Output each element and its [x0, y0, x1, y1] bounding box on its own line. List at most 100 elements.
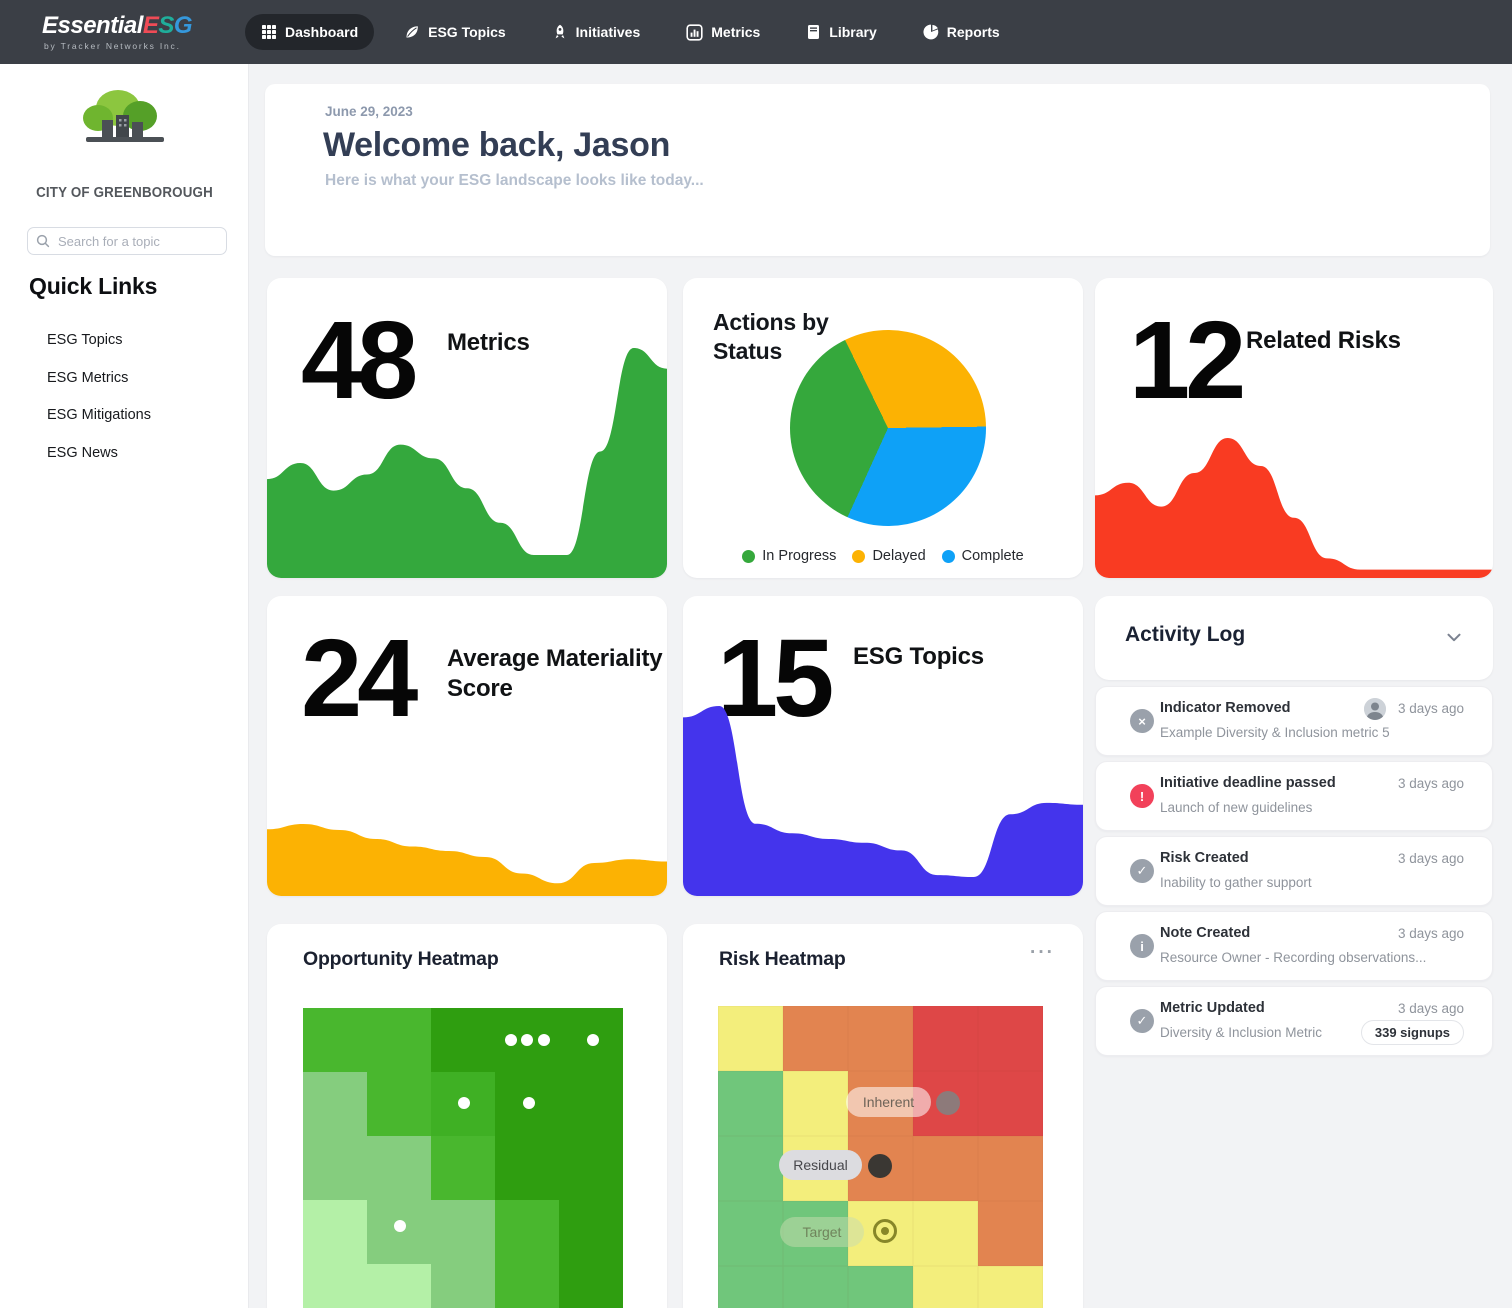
opportunity-heatmap-card: Opportunity Heatmap [267, 924, 667, 1308]
welcome-card: June 29, 2023 Welcome back, Jason Here i… [265, 84, 1490, 256]
marker-dot-residual [868, 1154, 892, 1178]
related-risks-stat-card: 12 Related Risks [1095, 278, 1493, 578]
heatmap-cell [848, 1006, 913, 1071]
nav-item-label: Initiatives [575, 24, 641, 40]
risk-heatmap-card: Risk Heatmap ··· Inherent Residual Target [683, 924, 1083, 1308]
heatmap-cell [367, 1200, 431, 1264]
heatmap-cell [431, 1264, 495, 1308]
ellipsis-menu-icon[interactable]: ··· [1030, 942, 1055, 963]
heatmap-cell [559, 1200, 623, 1264]
heatmap-cell [913, 1006, 978, 1071]
esg-topics-count: 15 [717, 617, 834, 740]
city-logo-trees-icon [82, 90, 164, 142]
leaf-icon [404, 24, 420, 40]
activity-entry-risk-created[interactable]: ✓ Risk Created Inability to gather support… [1095, 836, 1493, 906]
heatmap-marker-inherent[interactable]: Inherent [846, 1087, 931, 1117]
opportunity-heatmap-grid [303, 1008, 623, 1308]
heatmap-cell [303, 1264, 367, 1308]
heatmap-dot [394, 1220, 406, 1232]
activity-log-title: Activity Log [1125, 623, 1246, 646]
activity-entry-metric-updated[interactable]: ✓ Metric Updated Diversity & Inclusion Met… [1095, 986, 1493, 1056]
welcome-subtitle: Here is what your ESG landscape looks li… [325, 172, 704, 189]
nav-item-reports[interactable]: Reports [907, 14, 1016, 50]
activity-entry-indicator-removed[interactable]: × Indicator Removed Example Diversity & In… [1095, 686, 1493, 756]
sidebar-item-esg-mitigations[interactable]: ESG Mitigations [47, 407, 151, 423]
legend-item-delayed: Delayed [852, 548, 926, 564]
info-circle-icon: i [1130, 934, 1154, 958]
nav-item-label: Dashboard [285, 24, 359, 40]
pie-icon [923, 24, 939, 40]
activity-entry-title: Metric Updated [1160, 1000, 1265, 1016]
sidebar-item-esg-topics[interactable]: ESG Topics [47, 332, 123, 348]
heatmap-cell [978, 1071, 1043, 1136]
actions-by-status-pie [790, 330, 986, 526]
marker-dot-inherent [936, 1091, 960, 1115]
activity-log-header: Activity Log [1095, 596, 1493, 680]
heatmap-cell [978, 1201, 1043, 1266]
materiality-score: 24 [301, 617, 418, 740]
related-risks-count: 12 [1129, 299, 1246, 422]
nav-item-label: Reports [946, 24, 1000, 40]
heatmap-cell [303, 1200, 367, 1264]
activity-entry-subtitle: Example Diversity & Inclusion metric 5 [1160, 725, 1390, 740]
materiality-stat-card: 24 Average Materiality Score [267, 596, 667, 896]
activity-entry-title: Risk Created [1160, 850, 1249, 866]
heatmap-cell [367, 1136, 431, 1200]
risk-heatmap-title: Risk Heatmap [719, 948, 846, 970]
heatmap-cell [431, 1136, 495, 1200]
status-badge: 339 signups [1360, 1020, 1464, 1045]
nav-item-label: Library [829, 24, 877, 40]
heatmap-cell [913, 1136, 978, 1201]
bar-chart-icon [686, 23, 703, 41]
heatmap-cell [495, 1264, 559, 1308]
nav-item-initiatives[interactable]: Initiatives [536, 14, 657, 50]
heatmap-cell [783, 1266, 848, 1308]
pie-legend: In Progress Delayed Complete [683, 548, 1083, 564]
heatmap-cell [913, 1201, 978, 1266]
activity-entry-initiative-deadline-passed[interactable]: ! Initiative deadline passed Launch of new… [1095, 761, 1493, 831]
activity-entry-time: 3 days ago [1397, 1001, 1464, 1016]
activity-entry-title: Note Created [1160, 925, 1251, 941]
esg-topics-sparkline [683, 706, 1083, 896]
nav-item-esg-topics[interactable]: ESG Topics [388, 14, 522, 50]
heatmap-cell [848, 1266, 913, 1308]
book-icon [806, 24, 821, 40]
risk-heatmap-grid: Inherent Residual Target [718, 1006, 1043, 1308]
heatmap-cell [718, 1006, 783, 1071]
heatmap-dot [587, 1034, 599, 1046]
activity-entry-title: Indicator Removed [1160, 700, 1291, 716]
sidebar-item-esg-news[interactable]: ESG News [47, 444, 118, 461]
heatmap-cell [783, 1071, 848, 1136]
heatmap-marker-target[interactable]: Target [780, 1217, 864, 1247]
heatmap-cell [913, 1266, 978, 1308]
nav-item-dashboard[interactable]: Dashboard [245, 14, 375, 50]
heatmap-cell [303, 1008, 367, 1072]
chevron-down-icon[interactable] [1443, 626, 1465, 653]
activity-entry-time: 3 days ago [1397, 776, 1464, 791]
related-risks-label: Related Risks [1246, 327, 1401, 354]
heatmap-cell [978, 1006, 1043, 1071]
nav-items: Dashboard ESG Topics Initiatives Metrics Lib… [245, 14, 1016, 51]
legend-dot [852, 549, 866, 563]
nav-item-metrics[interactable]: Metrics [670, 14, 776, 51]
check-circle-icon: ✓ [1130, 859, 1154, 883]
heatmap-dot [523, 1097, 535, 1109]
search-input[interactable] [27, 227, 227, 255]
heatmap-marker-residual[interactable]: Residual [779, 1150, 862, 1180]
esg-topics-label: ESG Topics [853, 643, 984, 670]
sidebar: CITY OF GREENBOROUGH Quick Links ESG Top… [0, 64, 249, 1308]
heatmap-cell [718, 1071, 783, 1136]
nav-item-library[interactable]: Library [790, 14, 892, 50]
brand-tagline: by Tracker Networks Inc. [44, 40, 181, 51]
sidebar-item-esg-metrics[interactable]: ESG Metrics [47, 369, 129, 386]
heatmap-cell [783, 1006, 848, 1071]
heatmap-dot [505, 1034, 517, 1046]
legend-label: Complete [961, 548, 1024, 564]
brand-logo[interactable]: EssentialESG by Tracker Networks Inc. [42, 13, 227, 51]
activity-entry-note-created[interactable]: i Note Created Resource Owner - Recording … [1095, 911, 1493, 981]
heatmap-cell [367, 1264, 431, 1308]
legend-label: Delayed [872, 548, 926, 564]
target-bullseye-icon [873, 1219, 897, 1243]
heatmap-cell [559, 1136, 623, 1200]
